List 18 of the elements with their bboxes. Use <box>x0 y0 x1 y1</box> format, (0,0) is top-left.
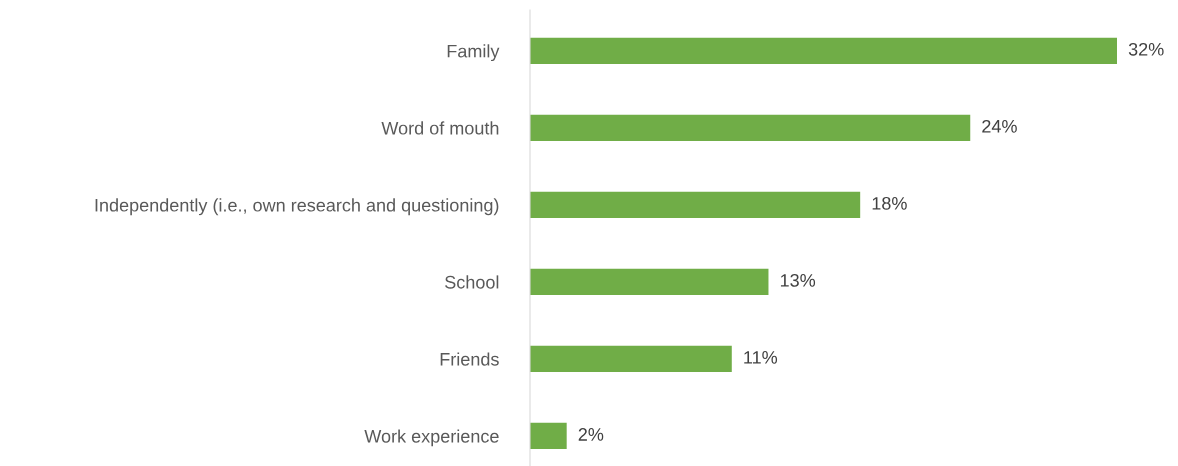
bar <box>530 191 861 218</box>
data-label: 24% <box>982 119 1017 133</box>
bar <box>530 268 769 295</box>
data-label: 32% <box>1128 42 1164 56</box>
y-tick-label: Family <box>447 44 500 62</box>
bar <box>530 345 732 373</box>
y-tick-label: School <box>445 275 499 289</box>
data-label: 11% <box>744 351 778 364</box>
y-tick-label: Work experience <box>364 429 499 447</box>
data-label: 18% <box>872 196 907 210</box>
data-label: 13% <box>780 273 816 287</box>
y-tick-label: Friends <box>440 352 499 366</box>
bar <box>530 422 567 450</box>
y-tick-label: Word of mouth <box>381 121 499 135</box>
y-tick-label: Independently (i.e., own research and questioning) <box>95 198 499 216</box>
bar <box>530 114 971 141</box>
data-label: 2% <box>578 428 604 441</box>
bar <box>530 37 1117 64</box>
